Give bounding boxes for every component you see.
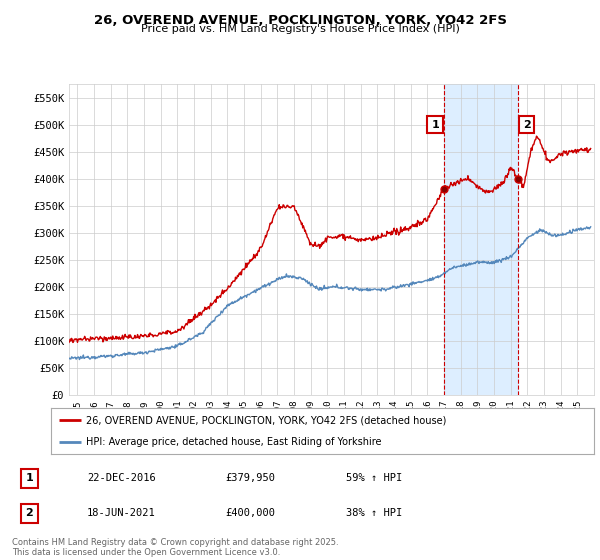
Text: 18-JUN-2021: 18-JUN-2021 [87, 508, 155, 518]
Text: 26, OVEREND AVENUE, POCKLINGTON, YORK, YO42 2FS (detached house): 26, OVEREND AVENUE, POCKLINGTON, YORK, Y… [86, 415, 446, 425]
Text: HPI: Average price, detached house, East Riding of Yorkshire: HPI: Average price, detached house, East… [86, 437, 382, 447]
Text: 2: 2 [523, 119, 530, 129]
Text: £379,950: £379,950 [225, 473, 275, 483]
Text: 26, OVEREND AVENUE, POCKLINGTON, YORK, YO42 2FS: 26, OVEREND AVENUE, POCKLINGTON, YORK, Y… [94, 14, 506, 27]
Text: 1: 1 [25, 473, 33, 483]
Text: 59% ↑ HPI: 59% ↑ HPI [346, 473, 403, 483]
Text: 2: 2 [25, 508, 33, 518]
Text: 22-DEC-2016: 22-DEC-2016 [87, 473, 155, 483]
Text: Contains HM Land Registry data © Crown copyright and database right 2025.
This d: Contains HM Land Registry data © Crown c… [12, 538, 338, 557]
Text: 1: 1 [431, 119, 439, 129]
Text: Price paid vs. HM Land Registry's House Price Index (HPI): Price paid vs. HM Land Registry's House … [140, 24, 460, 34]
Text: 38% ↑ HPI: 38% ↑ HPI [346, 508, 403, 518]
Bar [443, 84, 518, 395]
Text: £400,000: £400,000 [225, 508, 275, 518]
